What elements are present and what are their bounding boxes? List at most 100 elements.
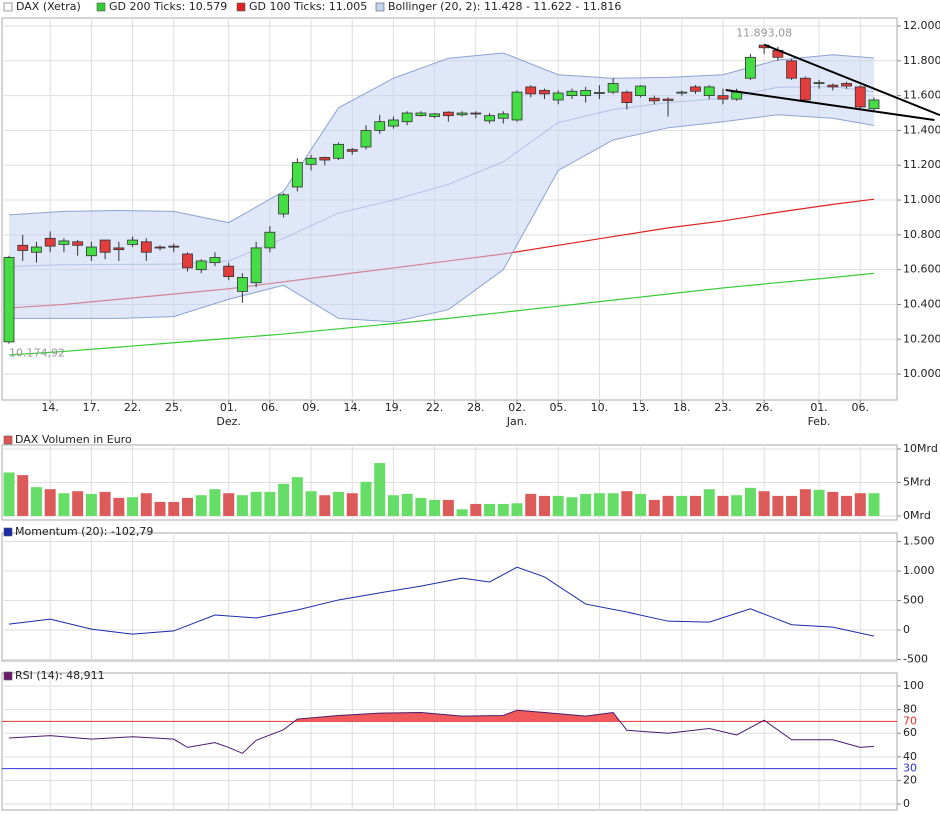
volume-bar bbox=[127, 497, 139, 516]
candle-body bbox=[319, 156, 331, 161]
candle-body bbox=[511, 91, 523, 121]
candle-body bbox=[237, 277, 248, 292]
candle-body bbox=[182, 253, 193, 269]
candle-body bbox=[690, 86, 701, 92]
candle-body bbox=[3, 257, 15, 343]
volume-bar bbox=[772, 495, 784, 516]
candle-body bbox=[388, 119, 399, 127]
volume-bar bbox=[236, 495, 248, 516]
x-tick-label: 06. bbox=[852, 401, 870, 414]
candle-body bbox=[209, 257, 221, 264]
volume-bar bbox=[868, 493, 880, 516]
volume-bar bbox=[333, 491, 345, 516]
candle-body bbox=[593, 92, 605, 94]
volume-bar bbox=[470, 503, 482, 516]
x-tick-label: 25. bbox=[165, 401, 183, 414]
candle-body bbox=[374, 121, 386, 131]
volume-bar bbox=[154, 501, 166, 516]
y-tick-label: 1.500 bbox=[903, 535, 935, 548]
legend-label: GD 200 Ticks: 10.579 bbox=[109, 0, 227, 13]
volume-bar bbox=[264, 491, 276, 516]
candle-body bbox=[648, 97, 660, 102]
candle-body bbox=[566, 90, 578, 97]
low-label: 10.174,92 bbox=[9, 347, 65, 360]
reference-label: 30 bbox=[903, 762, 917, 775]
x-month-label: Jan. bbox=[506, 415, 527, 428]
volume-bar bbox=[786, 495, 798, 516]
high-label: 11.893,08 bbox=[736, 27, 792, 40]
volume-bar bbox=[648, 499, 660, 516]
trend-line bbox=[725, 89, 935, 121]
candle-body bbox=[841, 83, 852, 87]
panel-title: RSI (14): 48,911 bbox=[15, 669, 105, 682]
candle-body bbox=[799, 77, 811, 101]
overbought-fill bbox=[9, 710, 874, 722]
candle-body bbox=[72, 241, 84, 246]
volume-bar bbox=[250, 491, 262, 516]
y-tick-label: 11.600 bbox=[903, 89, 940, 102]
candle-body bbox=[113, 247, 125, 251]
volume-bar bbox=[17, 475, 29, 516]
candle-body bbox=[195, 260, 207, 271]
volume-bar bbox=[346, 493, 358, 516]
volume-bar bbox=[635, 493, 647, 516]
candle-body bbox=[264, 231, 276, 249]
volume-bar bbox=[278, 483, 290, 516]
volume-bar bbox=[758, 491, 770, 516]
candle-body bbox=[497, 113, 509, 119]
legend-label: DAX (Xetra) bbox=[16, 0, 81, 13]
y-tick-label: 11.400 bbox=[903, 123, 940, 136]
candle-body bbox=[635, 85, 646, 97]
legend-label: GD 100 Ticks: 11.005 bbox=[249, 0, 367, 13]
volume-bar bbox=[580, 493, 592, 516]
title-icon bbox=[3, 527, 13, 537]
y-tick-label: 0 bbox=[903, 623, 910, 636]
legend-icon bbox=[375, 2, 385, 12]
x-tick-label: 10. bbox=[591, 401, 609, 414]
volume-bar bbox=[291, 477, 303, 516]
legend-icon bbox=[96, 2, 106, 12]
x-tick-label: 19. bbox=[385, 401, 403, 414]
volume-bar bbox=[140, 493, 152, 516]
volume-bar bbox=[401, 493, 413, 516]
volume-bar bbox=[181, 497, 193, 516]
x-tick-label: 13. bbox=[632, 401, 650, 414]
candle-body bbox=[305, 157, 317, 165]
x-tick-label: 23. bbox=[714, 401, 732, 414]
candle-body bbox=[58, 240, 70, 245]
candle-body bbox=[44, 237, 56, 247]
candle-body bbox=[525, 86, 537, 95]
volume-bar bbox=[799, 489, 811, 516]
plot-frame bbox=[1, 532, 898, 662]
y-tick-label: 11.800 bbox=[903, 54, 940, 67]
volume-bar bbox=[621, 491, 633, 516]
candle-body bbox=[868, 99, 880, 110]
x-tick-label: 09. bbox=[302, 401, 320, 414]
volume-bar bbox=[676, 495, 688, 516]
legend-label: Bollinger (20, 2): 11.428 - 11.622 - 11.… bbox=[388, 0, 621, 13]
legend-icon bbox=[236, 2, 246, 12]
candle-body bbox=[539, 89, 550, 95]
y-tick-label: 20 bbox=[903, 773, 917, 786]
volume-bar bbox=[525, 493, 537, 516]
x-tick-label: 06. bbox=[261, 401, 279, 414]
title-icon bbox=[3, 435, 13, 445]
candle-body bbox=[827, 84, 839, 88]
candle-body bbox=[127, 239, 138, 245]
volume-bar bbox=[30, 487, 42, 516]
candle-body bbox=[854, 86, 866, 108]
candle-body bbox=[745, 56, 756, 79]
volume-bar bbox=[374, 463, 386, 516]
x-tick-label: 26. bbox=[755, 401, 773, 414]
y-tick-label: 60 bbox=[903, 726, 917, 739]
candle-body bbox=[168, 245, 180, 248]
x-tick-label: 05. bbox=[549, 401, 567, 414]
volume-bar bbox=[841, 495, 853, 516]
volume-bar bbox=[99, 491, 111, 516]
volume-bar bbox=[195, 495, 207, 516]
indicator-line bbox=[8, 709, 875, 754]
volume-bar bbox=[415, 497, 427, 516]
candle-body bbox=[607, 83, 619, 93]
bollinger-upper bbox=[8, 52, 875, 224]
